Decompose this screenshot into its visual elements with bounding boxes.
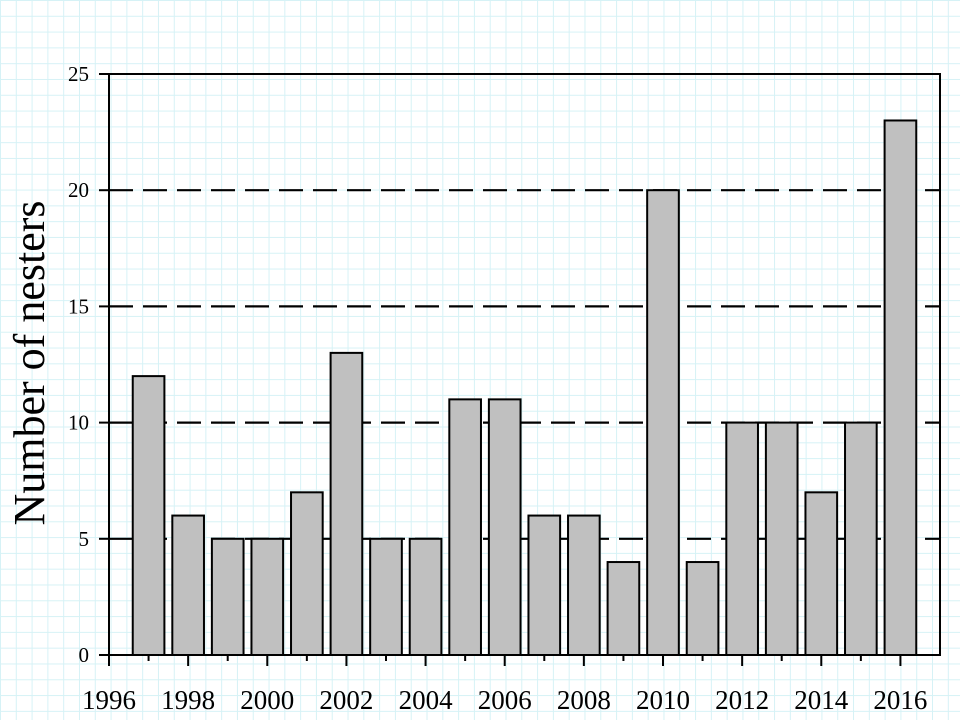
bar-2005: [448, 398, 482, 656]
bar-2009: [606, 561, 641, 656]
bar-2000: [250, 537, 285, 656]
y-tick-label: 20: [68, 178, 89, 202]
y-axis-label: Number of nesters: [5, 200, 54, 525]
x-tick-label: 2014: [794, 685, 849, 715]
x-tick-label: 2002: [319, 685, 373, 715]
x-tick-label: 2012: [715, 685, 769, 715]
bar-2006: [487, 398, 522, 656]
bar-1997: [131, 375, 166, 656]
x-tick-label: 2006: [478, 685, 532, 715]
x-tick-label: 2008: [557, 685, 611, 715]
x-tick-label: 1998: [161, 685, 215, 715]
y-tick-label: 0: [79, 643, 90, 667]
x-tick-label: 2000: [240, 685, 294, 715]
bar-2004: [408, 537, 443, 656]
bar-1998: [171, 514, 205, 656]
bar-2014: [804, 491, 839, 656]
bar-1999: [210, 537, 245, 656]
bar-2015: [844, 421, 878, 656]
x-tick-label: 2016: [873, 685, 927, 715]
y-tick-label: 10: [68, 411, 89, 435]
bar-2001: [290, 491, 324, 656]
y-tick-label: 15: [68, 294, 89, 318]
bar-2002: [329, 351, 364, 656]
x-tick-label: 2004: [399, 685, 454, 715]
bar-2008: [567, 514, 601, 656]
bar-2011: [685, 561, 720, 656]
bar-2016: [883, 119, 918, 657]
bars: [131, 119, 918, 657]
y-tick-label: 25: [68, 62, 89, 86]
x-axis: 1996 1998 2000 2002 2004 2006 2008 2010 2012 2014…: [82, 655, 927, 715]
bar-2013: [764, 421, 799, 656]
y-axis: 0 5 10 15 20 25: [68, 62, 109, 667]
x-tick-label: 1996: [82, 685, 136, 715]
y-tick-label: 5: [79, 527, 90, 551]
gridlines: [109, 189, 940, 540]
x-tick-label: 2010: [636, 685, 690, 715]
bar-2010: [646, 189, 680, 656]
bar-2003: [369, 537, 403, 656]
bar-2007: [527, 514, 562, 656]
plot-frame: [108, 73, 941, 656]
bar-2012: [725, 421, 759, 656]
